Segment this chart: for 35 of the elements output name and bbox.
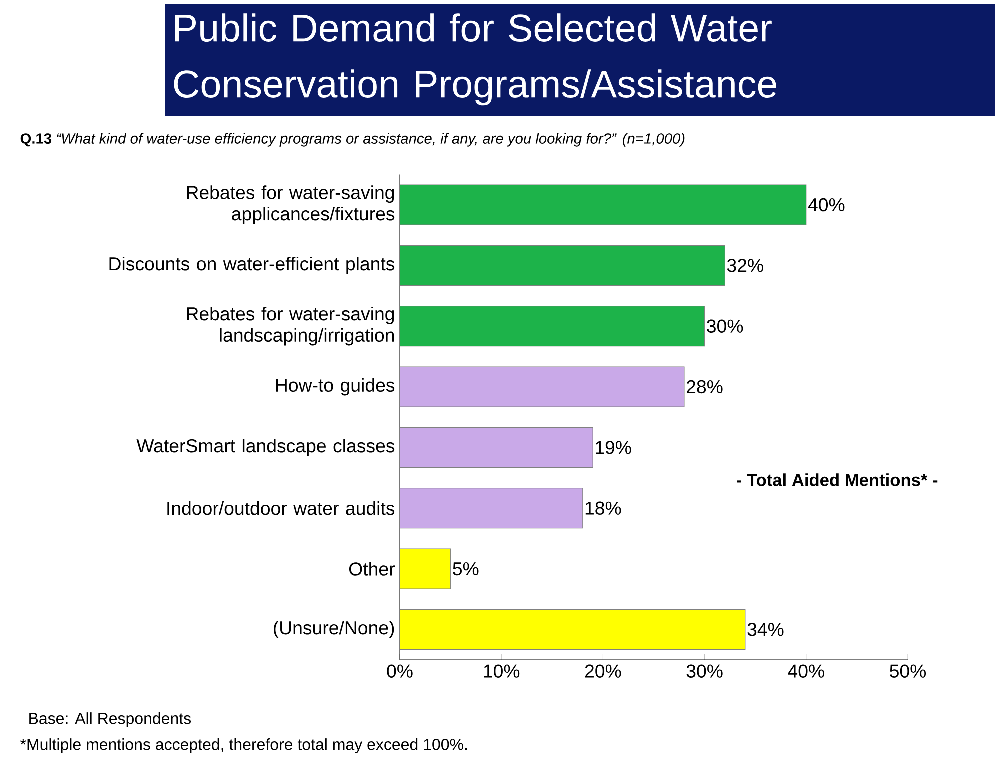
x-tick-label: 10% [484,664,520,678]
y-tick-label: Rebates for water-saving applicances/fixtures [187,186,395,224]
bar [400,245,726,286]
data-label: 34% [748,623,784,636]
data-label: 32% [727,259,764,272]
data-label: 5% [453,562,479,576]
text: Base: All Respondents [30,712,192,728]
bar [400,306,706,347]
y-tick-label: (Unsure/None) [274,620,394,638]
x-tick-label: 20% [585,664,622,678]
text: *Multiple mentions accepted, therefore total may exceed 100%. [20,738,467,754]
x-tick-label: 0% [387,664,413,678]
y-tick-label: Other [349,562,395,576]
y-tick-label: How-to guides [276,378,395,396]
x-tick-label: 50% [890,664,926,678]
bar [400,184,807,226]
bar [400,366,685,408]
x-tick-label: 40% [788,664,824,678]
x-tick-label: 30% [686,664,723,678]
data-label: 40% [808,198,845,212]
data-label: 19% [596,441,632,454]
chart-title: Public Demand for Selected Water Conservation Programs/Assistance [174,14,776,106]
bar [400,427,594,468]
data-label: 30% [707,320,744,333]
y-tick-label: Rebates for water-saving landscaping/irrigation [187,306,394,346]
chart-subtitle: Q.13 “What kind of water-use efficiency programs or assistance, if any, are you looking for?” (n=1,000) [20,133,685,147]
bar [400,548,452,590]
y-tick-label: WaterSmart landscape classes [136,438,395,456]
data-label: 28% [687,380,723,394]
y-tick-label: Indoor/outdoor water audits [168,501,395,516]
annotation: - Total Aided Mentions* - [737,474,938,486]
bar [400,488,584,529]
y-tick-label: Discounts on water-efficient plants [110,256,395,274]
bar [400,609,746,650]
data-label: 18% [586,502,622,515]
